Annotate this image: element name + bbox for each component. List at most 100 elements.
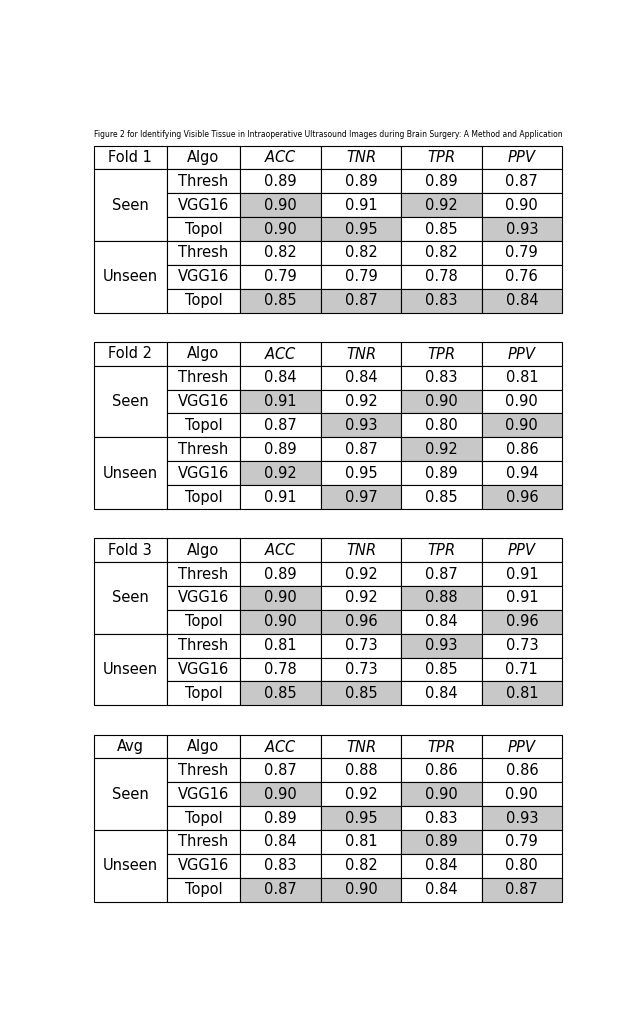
Text: Thresh: Thresh xyxy=(179,442,228,457)
Text: 0.89: 0.89 xyxy=(425,466,458,480)
Bar xyxy=(482,146,562,169)
Bar xyxy=(321,461,401,486)
Bar xyxy=(321,562,401,586)
Bar xyxy=(401,609,482,633)
Text: Topol: Topol xyxy=(185,615,222,629)
Text: 0.79: 0.79 xyxy=(345,270,378,284)
Bar xyxy=(241,782,321,806)
Text: 0.71: 0.71 xyxy=(506,662,538,677)
Text: 0.83: 0.83 xyxy=(425,811,458,825)
Text: 0.90: 0.90 xyxy=(264,221,297,237)
Bar xyxy=(321,878,401,902)
Bar xyxy=(166,609,241,633)
Bar xyxy=(482,782,562,806)
Bar xyxy=(241,831,321,854)
Text: 0.84: 0.84 xyxy=(425,858,458,873)
Text: 0.89: 0.89 xyxy=(264,566,297,582)
Bar xyxy=(401,682,482,706)
Bar xyxy=(241,289,321,313)
Text: 0.84: 0.84 xyxy=(425,882,458,898)
Bar xyxy=(241,146,321,169)
Text: 0.93: 0.93 xyxy=(425,638,458,653)
Text: 0.82: 0.82 xyxy=(345,246,378,260)
Text: 0.93: 0.93 xyxy=(506,811,538,825)
Bar xyxy=(321,538,401,562)
Text: $ACC$: $ACC$ xyxy=(264,150,297,165)
Text: Seen: Seen xyxy=(112,197,148,213)
Text: Fold 3: Fold 3 xyxy=(108,542,152,558)
Bar xyxy=(166,366,241,389)
Text: 0.83: 0.83 xyxy=(425,293,458,308)
Text: 0.96: 0.96 xyxy=(506,490,538,504)
Text: $PPV$: $PPV$ xyxy=(507,739,537,754)
Text: Algo: Algo xyxy=(188,542,220,558)
Text: Algo: Algo xyxy=(188,150,220,165)
Bar xyxy=(482,609,562,633)
Bar xyxy=(241,437,321,461)
Text: $ACC$: $ACC$ xyxy=(264,542,297,558)
Text: Figure 2 for Identifying Visible Tissue in Intraoperative Ultrasound Images duri: Figure 2 for Identifying Visible Tissue … xyxy=(93,130,563,139)
Bar xyxy=(482,878,562,902)
Text: 0.91: 0.91 xyxy=(506,566,538,582)
Text: 0.92: 0.92 xyxy=(425,442,458,457)
Bar xyxy=(94,437,166,509)
Text: 0.85: 0.85 xyxy=(345,686,378,700)
Text: Fold 2: Fold 2 xyxy=(108,346,152,362)
Text: 0.92: 0.92 xyxy=(345,566,378,582)
Text: Topol: Topol xyxy=(185,686,222,700)
Text: 0.92: 0.92 xyxy=(345,591,378,605)
Bar xyxy=(321,633,401,658)
Bar xyxy=(241,758,321,782)
Text: 0.87: 0.87 xyxy=(506,882,538,898)
Bar xyxy=(401,782,482,806)
Text: 0.84: 0.84 xyxy=(264,835,297,849)
Text: 0.90: 0.90 xyxy=(264,591,297,605)
Text: Thresh: Thresh xyxy=(179,638,228,653)
Bar xyxy=(94,734,166,758)
Text: 0.90: 0.90 xyxy=(425,394,458,409)
Text: Thresh: Thresh xyxy=(179,174,228,189)
Bar xyxy=(241,682,321,706)
Bar xyxy=(401,437,482,461)
Bar xyxy=(482,586,562,609)
Bar xyxy=(321,389,401,413)
Text: 0.84: 0.84 xyxy=(425,615,458,629)
Bar xyxy=(401,806,482,831)
Text: $TPR$: $TPR$ xyxy=(427,150,456,165)
Bar xyxy=(166,734,241,758)
Text: Topol: Topol xyxy=(185,490,222,504)
Text: 0.86: 0.86 xyxy=(506,763,538,778)
Bar xyxy=(321,146,401,169)
Bar xyxy=(166,562,241,586)
Text: 0.85: 0.85 xyxy=(264,686,297,700)
Bar xyxy=(401,289,482,313)
Text: 0.85: 0.85 xyxy=(425,221,458,237)
Text: Thresh: Thresh xyxy=(179,835,228,849)
Bar xyxy=(94,366,166,437)
Text: Unseen: Unseen xyxy=(102,662,158,677)
Text: 0.90: 0.90 xyxy=(264,615,297,629)
Bar xyxy=(94,241,166,313)
Text: Seen: Seen xyxy=(112,787,148,802)
Bar xyxy=(321,682,401,706)
Bar xyxy=(166,633,241,658)
Bar xyxy=(482,342,562,366)
Bar xyxy=(166,682,241,706)
Text: 0.90: 0.90 xyxy=(506,787,538,802)
Bar xyxy=(401,562,482,586)
Text: Unseen: Unseen xyxy=(102,270,158,284)
Text: Topol: Topol xyxy=(185,418,222,433)
Bar xyxy=(241,658,321,682)
Text: Unseen: Unseen xyxy=(102,858,158,873)
Bar xyxy=(94,562,166,633)
Bar xyxy=(166,658,241,682)
Text: Topol: Topol xyxy=(185,811,222,825)
Bar xyxy=(241,878,321,902)
Bar xyxy=(482,658,562,682)
Text: VGG16: VGG16 xyxy=(178,270,229,284)
Text: 0.84: 0.84 xyxy=(425,686,458,700)
Bar xyxy=(166,241,241,264)
Text: 0.90: 0.90 xyxy=(345,882,378,898)
Bar xyxy=(241,389,321,413)
Bar xyxy=(401,413,482,437)
